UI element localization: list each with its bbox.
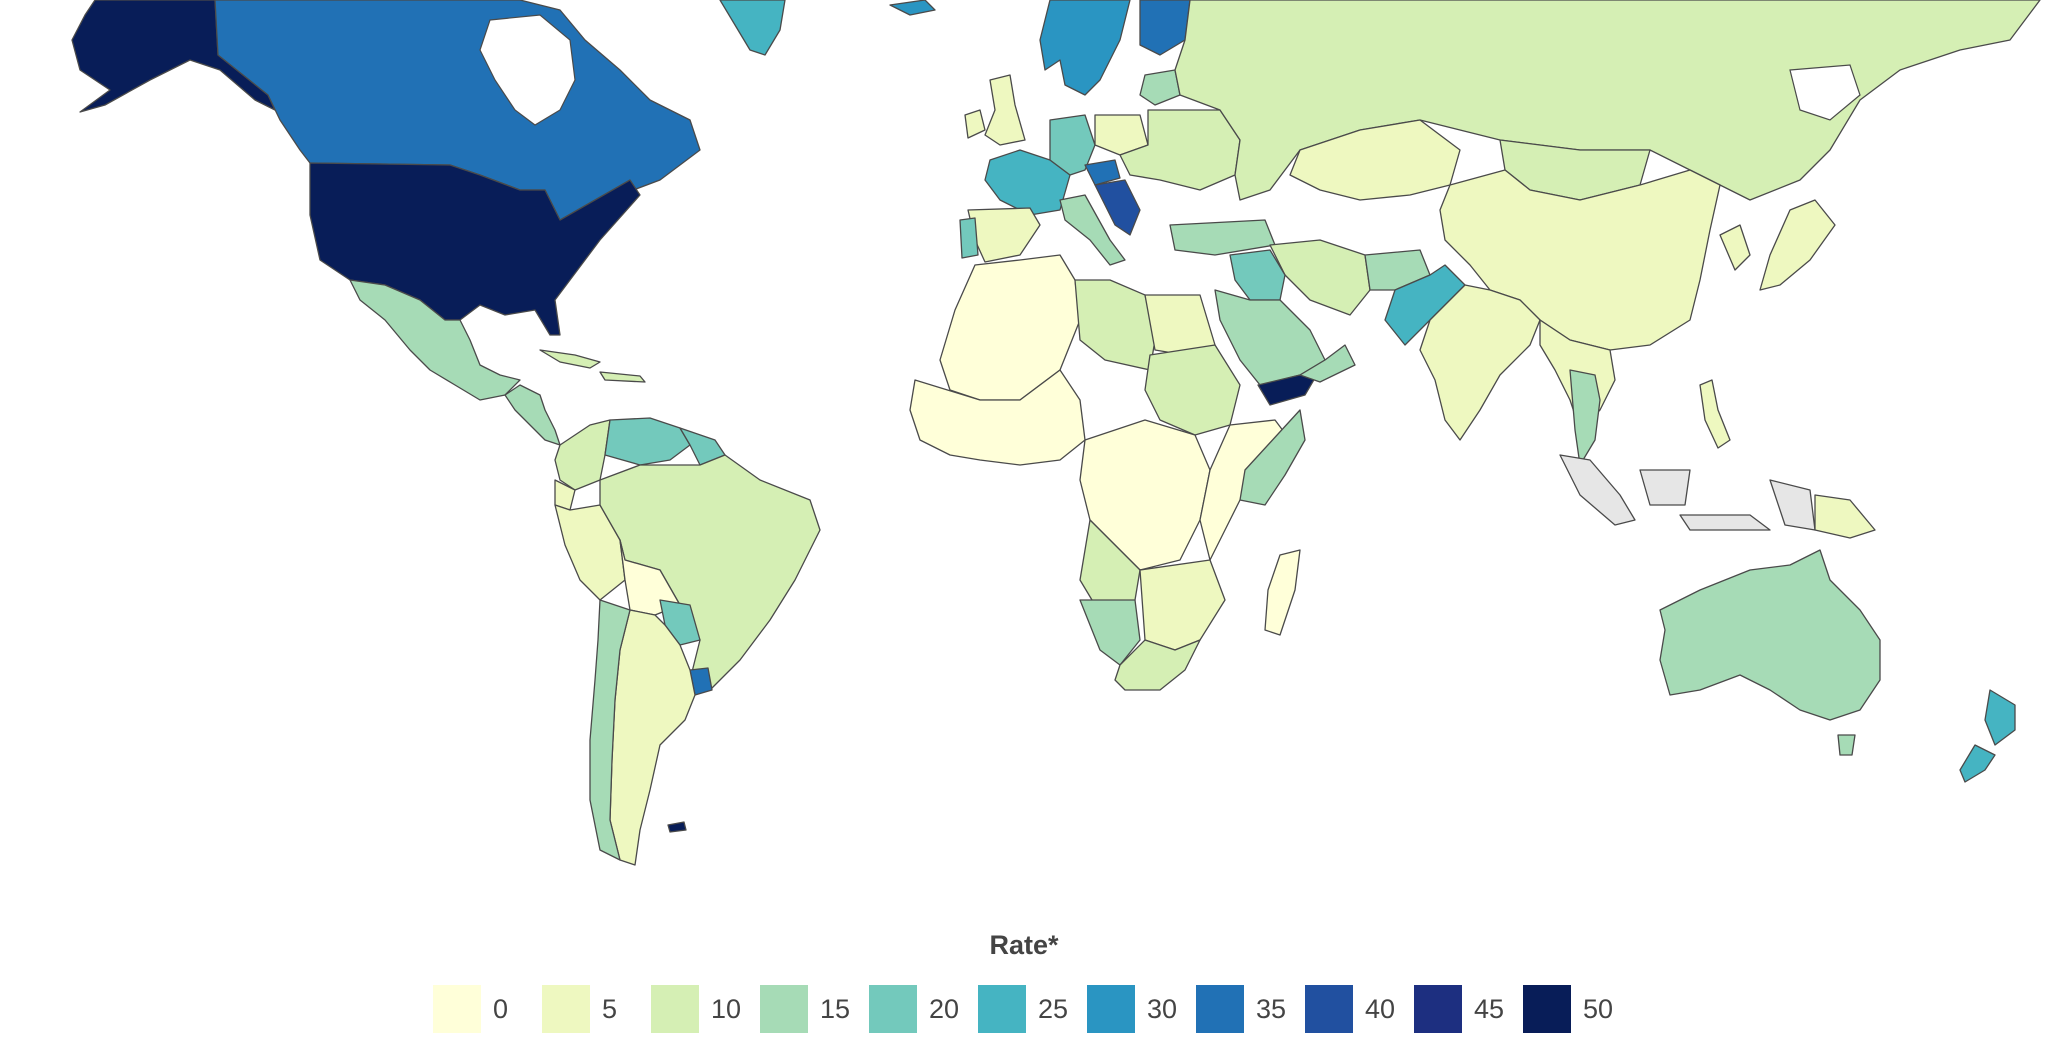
legend-item[interactable]: 10: [651, 985, 760, 1033]
legend-item[interactable]: 0: [433, 985, 542, 1033]
legend-item[interactable]: 25: [978, 985, 1087, 1033]
legend-title: Rate*: [989, 930, 1059, 960]
region-india[interactable]: [1419, 284, 1541, 441]
legend-item[interactable]: 20: [869, 985, 978, 1033]
region-spain[interactable]: [967, 207, 1041, 263]
region-france[interactable]: [984, 149, 1071, 216]
region-greenland[interactable]: [719, 0, 786, 56]
region-iran[interactable]: [1269, 239, 1371, 316]
region-china[interactable]: [1439, 169, 1721, 351]
region-hungary[interactable]: [1084, 159, 1121, 186]
legend-item[interactable]: 45: [1414, 985, 1523, 1033]
region-australia[interactable]: [1659, 549, 1881, 721]
sea-of-okhotsk: [1789, 64, 1861, 121]
legend-item[interactable]: 30: [1087, 985, 1196, 1033]
legend-label: 40: [1365, 993, 1396, 1024]
region-west-africa[interactable]: [909, 369, 1086, 466]
region-madagascar[interactable]: [1264, 549, 1301, 636]
legend-swatch: [542, 985, 590, 1033]
legend-label: 50: [1583, 993, 1614, 1024]
region-south-africa[interactable]: [1114, 639, 1201, 691]
region-germany[interactable]: [1049, 114, 1096, 176]
region-balkans[interactable]: [1094, 179, 1141, 236]
region-venezuela[interactable]: [604, 417, 691, 466]
legend-item[interactable]: 15: [760, 985, 869, 1033]
region-png[interactable]: [1814, 494, 1876, 539]
region-japan[interactable]: [1759, 199, 1836, 291]
legend-swatch: [1523, 985, 1571, 1033]
legend-swatch: [651, 985, 699, 1033]
legend-item[interactable]: 5: [542, 985, 651, 1033]
region-kenya[interactable]: [1239, 409, 1306, 506]
region-yemen[interactable]: [1257, 374, 1316, 406]
region-falklands[interactable]: [667, 821, 687, 833]
region-central-america[interactable]: [504, 384, 561, 446]
region-sudan[interactable]: [1144, 344, 1241, 436]
region-tasmania[interactable]: [1837, 734, 1856, 756]
region-portugal[interactable]: [959, 217, 979, 259]
legend-swatch: [760, 985, 808, 1033]
legend-label: 0: [493, 993, 509, 1024]
legend-label: 5: [602, 993, 618, 1024]
region-philippines[interactable]: [1699, 379, 1731, 449]
legend-swatch: [1087, 985, 1135, 1033]
region-scandinavia[interactable]: [1039, 0, 1131, 96]
hudson-bay: [479, 14, 576, 126]
region-libya[interactable]: [1074, 279, 1156, 371]
legend-label: 30: [1147, 993, 1178, 1024]
legend-swatch: [869, 985, 917, 1033]
region-mexico[interactable]: [349, 279, 521, 401]
region-indonesia[interactable]: [1559, 454, 1816, 531]
legend-label: 35: [1256, 993, 1287, 1024]
legend-label: 45: [1474, 993, 1505, 1024]
legend-label: 20: [929, 993, 960, 1024]
legend-item[interactable]: 35: [1196, 985, 1305, 1033]
legend-label: 25: [1038, 993, 1069, 1024]
world-choropleth-map: [71, 0, 2041, 866]
legend-swatch: [433, 985, 481, 1033]
legend-item[interactable]: 50: [1523, 985, 1632, 1033]
region-new-zealand[interactable]: [1959, 689, 2016, 783]
legend-swatch: [1414, 985, 1462, 1033]
legend-swatch: [1196, 985, 1244, 1033]
region-ireland[interactable]: [964, 109, 986, 139]
region-namibia[interactable]: [1079, 599, 1141, 666]
region-mozambique[interactable]: [1139, 559, 1226, 651]
region-central-africa[interactable]: [1079, 419, 1211, 571]
legend-swatch: [978, 985, 1026, 1033]
region-paraguay[interactable]: [659, 599, 701, 646]
region-italy[interactable]: [1059, 194, 1126, 266]
region-iceland[interactable]: [889, 0, 936, 16]
region-oman[interactable]: [1299, 344, 1356, 383]
region-finland[interactable]: [1139, 0, 1191, 56]
region-uk[interactable]: [984, 74, 1026, 146]
region-chile[interactable]: [589, 599, 631, 861]
legend-swatch: [1305, 985, 1353, 1033]
region-caribbean[interactable]: [539, 349, 646, 383]
legend: 0 5 10 15 20 25 30 35 40 45 50: [433, 985, 1632, 1033]
legend-item[interactable]: 40: [1305, 985, 1414, 1033]
region-kazakhstan[interactable]: [1289, 119, 1461, 201]
legend-label: 15: [820, 993, 851, 1024]
region-thailand[interactable]: [1569, 369, 1601, 466]
region-turkey[interactable]: [1169, 219, 1276, 256]
region-korea[interactable]: [1719, 224, 1751, 271]
region-baltics[interactable]: [1139, 69, 1181, 106]
legend-label: 10: [711, 993, 742, 1024]
